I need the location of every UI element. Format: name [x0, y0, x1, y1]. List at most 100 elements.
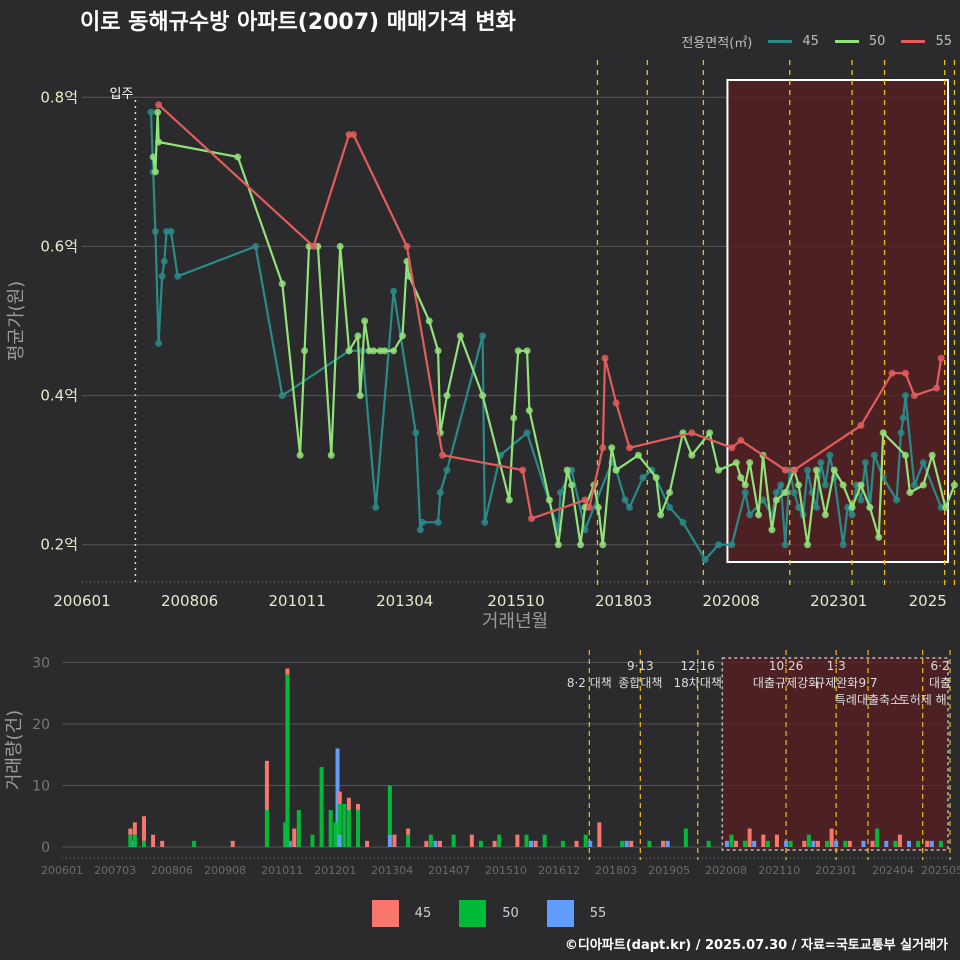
bar-45 — [515, 834, 520, 847]
data-point-50 — [612, 466, 620, 474]
x-tick-label: 202110 — [758, 864, 800, 877]
data-point-45 — [861, 459, 869, 467]
data-point-50 — [327, 451, 335, 459]
x-tick-label: 201011 — [269, 592, 326, 610]
data-point-50 — [234, 153, 242, 161]
bar-50 — [743, 840, 748, 847]
data-point-45 — [741, 489, 749, 497]
x-tick-label: 201510 — [485, 864, 527, 877]
bar-55 — [335, 748, 340, 847]
data-point-55 — [585, 503, 593, 511]
bar-45 — [925, 840, 930, 847]
policy-annotation: 18차대책 — [674, 675, 722, 690]
bar-55 — [387, 834, 392, 847]
data-point-50 — [554, 541, 562, 549]
x-tick-label: 202008 — [705, 864, 747, 877]
bar-45 — [629, 840, 634, 847]
footer-credit: ©디아파트(dapt.kr) / 2025.07.30 / 자료=국토교통부 실… — [564, 938, 948, 953]
data-point-50 — [599, 541, 607, 549]
data-point-55 — [857, 421, 865, 429]
x-tick-label: 2025 — [909, 592, 947, 610]
x-tick-label: 201304 — [371, 864, 413, 877]
data-point-50 — [479, 392, 487, 400]
bar-45 — [802, 840, 807, 847]
bar-45 — [847, 840, 852, 847]
data-point-50 — [434, 347, 442, 355]
data-point-50 — [514, 347, 522, 355]
bar-50 — [428, 834, 433, 847]
data-point-50 — [732, 459, 740, 467]
policy-annotation: 특례대출축소 — [835, 693, 901, 707]
data-point-45 — [174, 272, 182, 280]
data-point-45 — [715, 541, 723, 549]
bar-45 — [533, 840, 538, 847]
bar-45 — [337, 791, 342, 804]
policy-annotation: 1·3 — [827, 659, 846, 673]
bar-50 — [806, 834, 811, 847]
data-point-50 — [443, 392, 451, 400]
y-axis-label: 거래량(건) — [4, 710, 25, 790]
bar-55 — [861, 840, 866, 847]
bar-45 — [574, 840, 579, 847]
bar-legend-box-50 — [459, 900, 487, 927]
data-point-50 — [688, 451, 696, 459]
bar-50 — [765, 840, 770, 847]
data-point-50 — [950, 481, 958, 489]
bar-55 — [433, 840, 438, 847]
data-point-45 — [372, 503, 380, 511]
bar-45 — [492, 840, 497, 847]
data-point-45 — [848, 511, 856, 519]
data-point-45 — [416, 526, 424, 534]
data-point-50 — [928, 451, 936, 459]
data-point-50 — [706, 429, 714, 437]
data-point-50 — [361, 317, 369, 325]
data-point-50 — [356, 392, 364, 400]
data-point-50 — [634, 451, 642, 459]
bar-50 — [296, 810, 301, 847]
price-legend: 전용면적(㎡) 45 50 55 — [681, 32, 952, 51]
data-point-45 — [812, 503, 820, 511]
data-point-50 — [398, 332, 406, 340]
data-point-45 — [412, 429, 420, 437]
data-point-50 — [278, 280, 286, 288]
data-point-50 — [906, 489, 914, 497]
data-point-45 — [160, 257, 168, 265]
highlight-region — [721, 657, 949, 851]
bar-50 — [478, 840, 483, 847]
x-tick-label: 202404 — [872, 864, 914, 877]
data-point-45 — [857, 496, 865, 504]
data-point-45 — [167, 228, 175, 236]
data-point-45 — [481, 518, 489, 526]
data-point-55 — [439, 451, 447, 459]
data-point-45 — [817, 459, 825, 467]
bar-50 — [132, 834, 137, 847]
bar-45 — [597, 822, 602, 847]
data-point-55 — [403, 242, 411, 250]
bar-45 — [264, 760, 269, 811]
legend-swatch-55 — [901, 40, 926, 43]
bar-50 — [683, 828, 688, 847]
data-point-45 — [155, 339, 163, 347]
bar-50 — [333, 822, 338, 847]
x-tick-label: 201905 — [648, 864, 690, 877]
data-point-45 — [919, 459, 927, 467]
y-tick-label: 20 — [32, 717, 50, 733]
bar-45 — [151, 834, 156, 847]
data-point-55 — [933, 384, 941, 392]
bar-45 — [469, 834, 474, 847]
data-point-45 — [795, 503, 803, 511]
x-tick-label: 201304 — [376, 592, 433, 610]
data-point-50 — [345, 347, 353, 355]
bar-50 — [916, 840, 921, 847]
bar-50 — [264, 810, 269, 847]
data-point-50 — [154, 108, 162, 116]
bar-50 — [328, 810, 333, 847]
bar-legend-box-45 — [371, 900, 399, 927]
policy-annotation: 9·7 — [858, 676, 877, 690]
bar-45 — [870, 840, 875, 847]
data-point-55 — [309, 242, 317, 250]
bar-45 — [424, 840, 429, 847]
data-point-50 — [772, 496, 780, 504]
bar-55 — [287, 840, 292, 847]
